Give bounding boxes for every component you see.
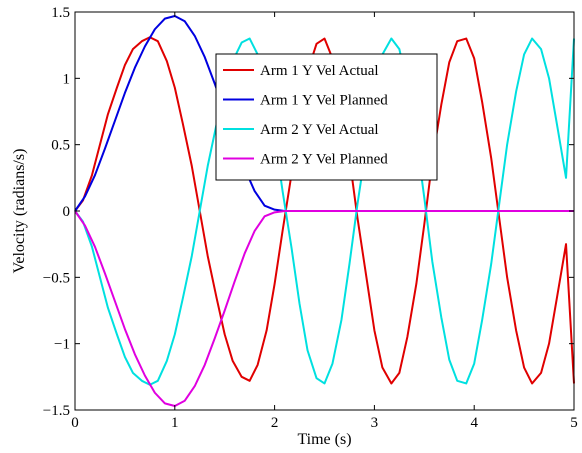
y-tick-label: −0.5 <box>43 270 70 286</box>
x-tick-label: 0 <box>71 415 79 431</box>
x-tick-label: 5 <box>570 415 578 431</box>
y-tick-label: 1 <box>63 71 71 87</box>
x-tick-label: 4 <box>470 415 478 431</box>
legend-label-2: Arm 1 Y Vel Planned <box>260 93 388 109</box>
x-tick-label: 3 <box>371 415 379 431</box>
series-line-4 <box>74 210 574 408</box>
y-tick-label: −1 <box>54 337 70 353</box>
legend: Arm 1 Y Vel Actual Arm 1 Y Vel Planned Arm… <box>215 53 438 181</box>
y-tick-label: 1.5 <box>51 5 70 21</box>
legend-label-3: Arm 2 Y Vel Actual <box>260 122 379 138</box>
y-tick-label: 0.5 <box>51 138 70 154</box>
legend-label-1: Arm 1 Y Vel Actual <box>260 63 379 79</box>
series-line-1 <box>74 36 575 385</box>
legend-label-4: Arm 2 Y Vel Planned <box>260 152 388 168</box>
y-tick-label: −1.5 <box>43 403 70 419</box>
series-line-3 <box>74 37 575 386</box>
y-axis-label: Velocity (radians/s) <box>11 149 28 274</box>
series-layer <box>74 14 575 408</box>
x-axis-label: Time (s) <box>297 431 351 448</box>
x-tick-label: 1 <box>171 415 179 431</box>
y-tick-label: 0 <box>63 204 71 220</box>
axis-ticks: 0 1 2 3 4 5 −1.5 −1 −0.5 0 0.5 1 1.5 <box>43 5 578 431</box>
x-tick-label: 2 <box>271 415 279 431</box>
